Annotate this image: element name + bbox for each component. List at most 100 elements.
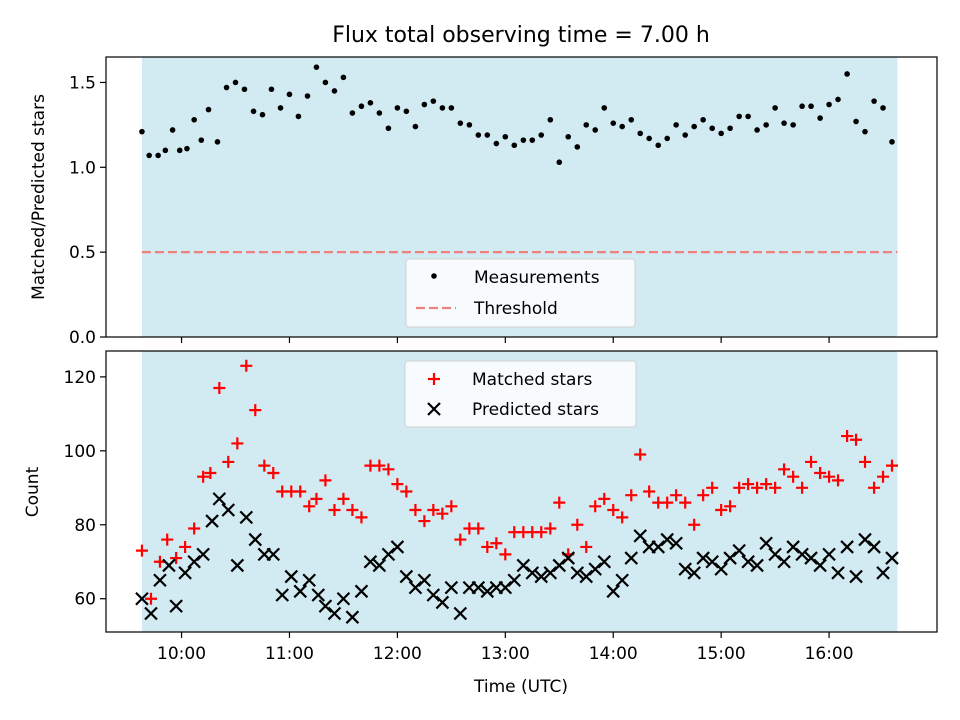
- matched-star-point: [535, 526, 548, 539]
- measurement-point: [637, 130, 644, 137]
- matched-star-point: [733, 481, 746, 494]
- measurement-point: [277, 105, 284, 111]
- matched-star-point: [436, 507, 449, 520]
- measurement-point: [664, 135, 670, 142]
- predicted-star-point: [453, 606, 468, 621]
- predicted-star-point: [885, 551, 899, 565]
- count-panel: 60 80 100 120 10:00 11:00 12:00 13:00 14:00 15:0…: [23, 350, 938, 697]
- measurement-point: [844, 71, 850, 77]
- count-y-tick-label: 60: [74, 590, 96, 610]
- measurement-point: [259, 111, 266, 118]
- ratio-y-tick-label: 0.0: [69, 328, 96, 348]
- measurement-point: [268, 86, 275, 93]
- measurement-point: [313, 64, 320, 70]
- measurement-point: [286, 91, 293, 98]
- measurement-point: [817, 115, 823, 121]
- measurement-point: [412, 123, 419, 130]
- measurement-point: [709, 125, 715, 132]
- legend-matched-marker: [428, 373, 440, 385]
- matched-star-point: [634, 448, 647, 461]
- predicted-star-point: [822, 547, 836, 562]
- matched-star-point: [670, 489, 683, 502]
- matched-star-point: [179, 540, 192, 553]
- legend-matched-label: Matched stars: [472, 370, 592, 390]
- predicted-star-point: [399, 569, 414, 584]
- predicted-star-point: [759, 536, 773, 551]
- measurement-point: [835, 96, 841, 103]
- measurement-point: [331, 88, 338, 94]
- measurement-point: [718, 130, 724, 137]
- matched-star-point: [796, 481, 809, 494]
- predicted-star-point: [381, 547, 396, 562]
- legend-threshold-label: Threshold: [473, 299, 558, 319]
- x-tick-label: 15:00: [697, 644, 746, 664]
- measurement-point: [322, 79, 329, 86]
- measurement-point: [169, 127, 176, 133]
- measurement-point: [808, 103, 814, 110]
- predicted-star-point: [239, 510, 254, 525]
- measurement-point: [745, 113, 751, 120]
- matched-star-point: [580, 540, 593, 553]
- ratio-legend-box: [405, 258, 636, 328]
- measurement-point: [853, 118, 859, 125]
- matched-star-point: [249, 404, 262, 417]
- measurement-point: [155, 152, 161, 159]
- predicted-star-point: [507, 573, 522, 588]
- matched-points: [135, 359, 898, 605]
- predicted-star-point: [266, 547, 281, 562]
- predicted-star-point: [867, 540, 881, 554]
- ratio-y-tick-label: 1.0: [69, 158, 96, 178]
- count-axes-frame: [105, 350, 938, 633]
- measurement-point: [295, 113, 302, 120]
- measurement-point: [583, 122, 590, 128]
- predicted-star-point: [525, 566, 540, 580]
- matched-star-point: [751, 481, 764, 494]
- matched-star-point: [697, 489, 710, 502]
- measurement-point: [191, 116, 197, 123]
- matched-star-point: [859, 455, 872, 468]
- measurement-point: [475, 132, 482, 138]
- predicted-star-point: [390, 540, 405, 554]
- predicted-star-point: [318, 599, 333, 613]
- measurement-point: [214, 139, 221, 145]
- measurement-point: [176, 147, 183, 154]
- ratio-y-label: Matched/Predicted stars: [29, 94, 49, 300]
- predicted-star-point: [153, 573, 167, 588]
- predicted-star-point: [831, 566, 845, 580]
- measurement-point: [511, 142, 518, 149]
- predicted-star-point: [471, 580, 486, 595]
- predicted-points: [135, 492, 899, 624]
- matched-star-point: [787, 470, 800, 483]
- predicted-star-point: [354, 584, 369, 599]
- matched-star-point: [850, 433, 863, 446]
- matched-star-point: [823, 470, 836, 483]
- predicted-star-point: [293, 584, 308, 599]
- measurement-point: [394, 105, 401, 111]
- predicted-star-point: [570, 566, 585, 580]
- measurement-point: [502, 133, 509, 140]
- matched-star-point: [625, 489, 638, 502]
- predicted-star-point: [275, 588, 290, 602]
- x-tick-label: 16:00: [805, 644, 854, 664]
- ratio-axes-frame: [105, 56, 938, 338]
- matched-star-point: [706, 481, 719, 494]
- chart-title: Flux total observing time = 7.00 h: [332, 23, 710, 48]
- predicted-star-point: [196, 547, 210, 562]
- x-tick-label: 10:00: [157, 644, 206, 664]
- measurement-point: [646, 135, 652, 142]
- measurement-point: [466, 122, 473, 128]
- matched-star-point: [490, 537, 503, 550]
- measurement-point: [529, 137, 536, 143]
- measurement-point: [403, 108, 410, 115]
- matched-star-point: [145, 592, 158, 605]
- predicted-star-point: [221, 503, 236, 517]
- matched-star-point: [814, 467, 827, 480]
- ratio-panel: 0.0 0.5 1.0 1.5 Matched/Predicted stars Mea…: [29, 56, 938, 348]
- matched-star-point: [805, 455, 818, 468]
- measurement-point: [682, 132, 689, 138]
- measurement-point: [889, 139, 895, 145]
- matched-star-point: [607, 503, 620, 516]
- count-y-tick-label: 100: [64, 442, 96, 462]
- predicted-star-point: [187, 554, 201, 569]
